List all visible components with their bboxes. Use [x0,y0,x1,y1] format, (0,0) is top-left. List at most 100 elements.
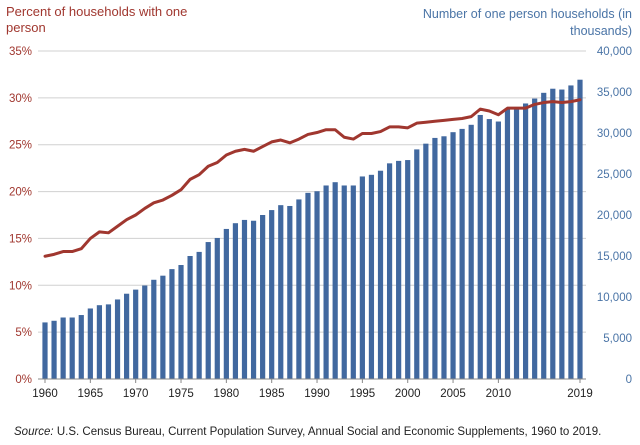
bar [124,293,130,379]
bar [223,228,229,379]
bar [486,119,492,379]
bar [495,121,501,380]
bar [232,223,239,379]
right-tick-label: 35,000 [597,87,632,99]
bar [69,317,75,379]
bar [332,182,338,379]
bar [142,285,148,379]
left-tick-label: 5% [15,327,32,339]
x-tick-label: 1990 [304,388,330,400]
bar [314,191,320,379]
bar [260,215,266,379]
bar [305,192,311,379]
bar [78,315,84,379]
bar [133,289,139,379]
x-tick-label: 2019 [567,388,593,400]
right-tick-label: 25,000 [597,169,632,181]
bar [414,149,420,379]
source-label: Source: [14,426,54,438]
bar [513,108,520,380]
bar [60,317,66,379]
bar [250,220,257,379]
bar [151,279,157,379]
right-tick-label: 10,000 [597,292,632,304]
right-axis-title: Number of one person households (in thou… [422,7,632,38]
x-tick-label: 2010 [486,388,512,400]
grid-layer [38,50,586,333]
left-tick-label: 10% [9,280,32,292]
bar [550,88,556,379]
left-axis-title: Percent of households with one person [6,4,188,35]
bar [269,210,275,379]
left-tick-label: 0% [15,374,32,386]
bar [405,160,411,379]
bar [196,251,202,379]
axis-layer: 0% 5% 10% 15% 20% 25% 30% 35% 0 5,000 10,000 15,000… [9,46,632,400]
bar [577,79,583,379]
bar [359,176,365,379]
bar [532,98,538,379]
x-tick-label: 1975 [168,388,194,400]
line-layer [43,98,582,258]
x-tick-label: 1970 [123,388,149,400]
bar [568,85,574,379]
bar [522,103,529,379]
right-tick-label: 40,000 [597,46,632,58]
bar [114,299,121,379]
bar [450,132,456,379]
bar [468,124,474,379]
x-tick-label: 1995 [350,388,376,400]
source-text: U.S. Census Bureau, Current Population S… [56,426,602,438]
left-tick-label: 30% [9,93,32,105]
x-tick-label: 2005 [440,388,466,400]
bar [559,89,565,379]
bar [350,185,356,379]
right-tick-label: 30,000 [597,128,632,140]
bar [341,185,347,379]
left-tick-label: 20% [9,187,32,199]
bar [377,170,384,379]
bar [504,109,511,379]
bar [278,205,284,379]
bar [241,219,248,379]
bar [423,143,429,379]
bar [105,304,112,379]
bar [51,320,57,379]
left-tick-label: 35% [9,46,32,58]
bar [441,136,447,379]
bar [432,137,438,379]
bar [541,92,547,379]
bar [169,269,175,379]
bar [477,114,483,380]
x-tick-label: 1980 [214,388,240,400]
bar [323,185,329,379]
bar [87,308,93,379]
left-tick-label: 15% [9,233,32,245]
bars-layer [42,79,583,380]
bar [368,174,375,379]
right-tick-label: 15,000 [597,251,632,263]
bar [96,305,103,379]
right-tick-label: 0 [626,374,632,386]
bar [187,256,193,379]
right-tick-label: 20,000 [597,210,632,222]
bar [178,265,184,379]
left-tick-label: 25% [9,140,32,152]
bar [459,128,465,379]
bar [386,163,393,379]
x-tick-label: 1960 [32,388,58,400]
bar [205,242,211,379]
bar [287,205,293,379]
right-tick-label: 5,000 [603,333,632,345]
chart: 0% 5% 10% 15% 20% 25% 30% 35% 0 5,000 10,000 15,000… [9,46,632,400]
source-note: Source: U.S. Census Bureau, Current Popu… [14,426,601,438]
bar [296,199,302,379]
x-tick-label: 2000 [395,388,421,400]
percent-line [43,98,582,258]
bar [396,160,402,379]
bar [42,322,48,379]
bar [160,275,166,379]
bar [214,237,220,379]
x-tick-label: 1965 [78,388,104,400]
x-tick-label: 1985 [259,388,285,400]
